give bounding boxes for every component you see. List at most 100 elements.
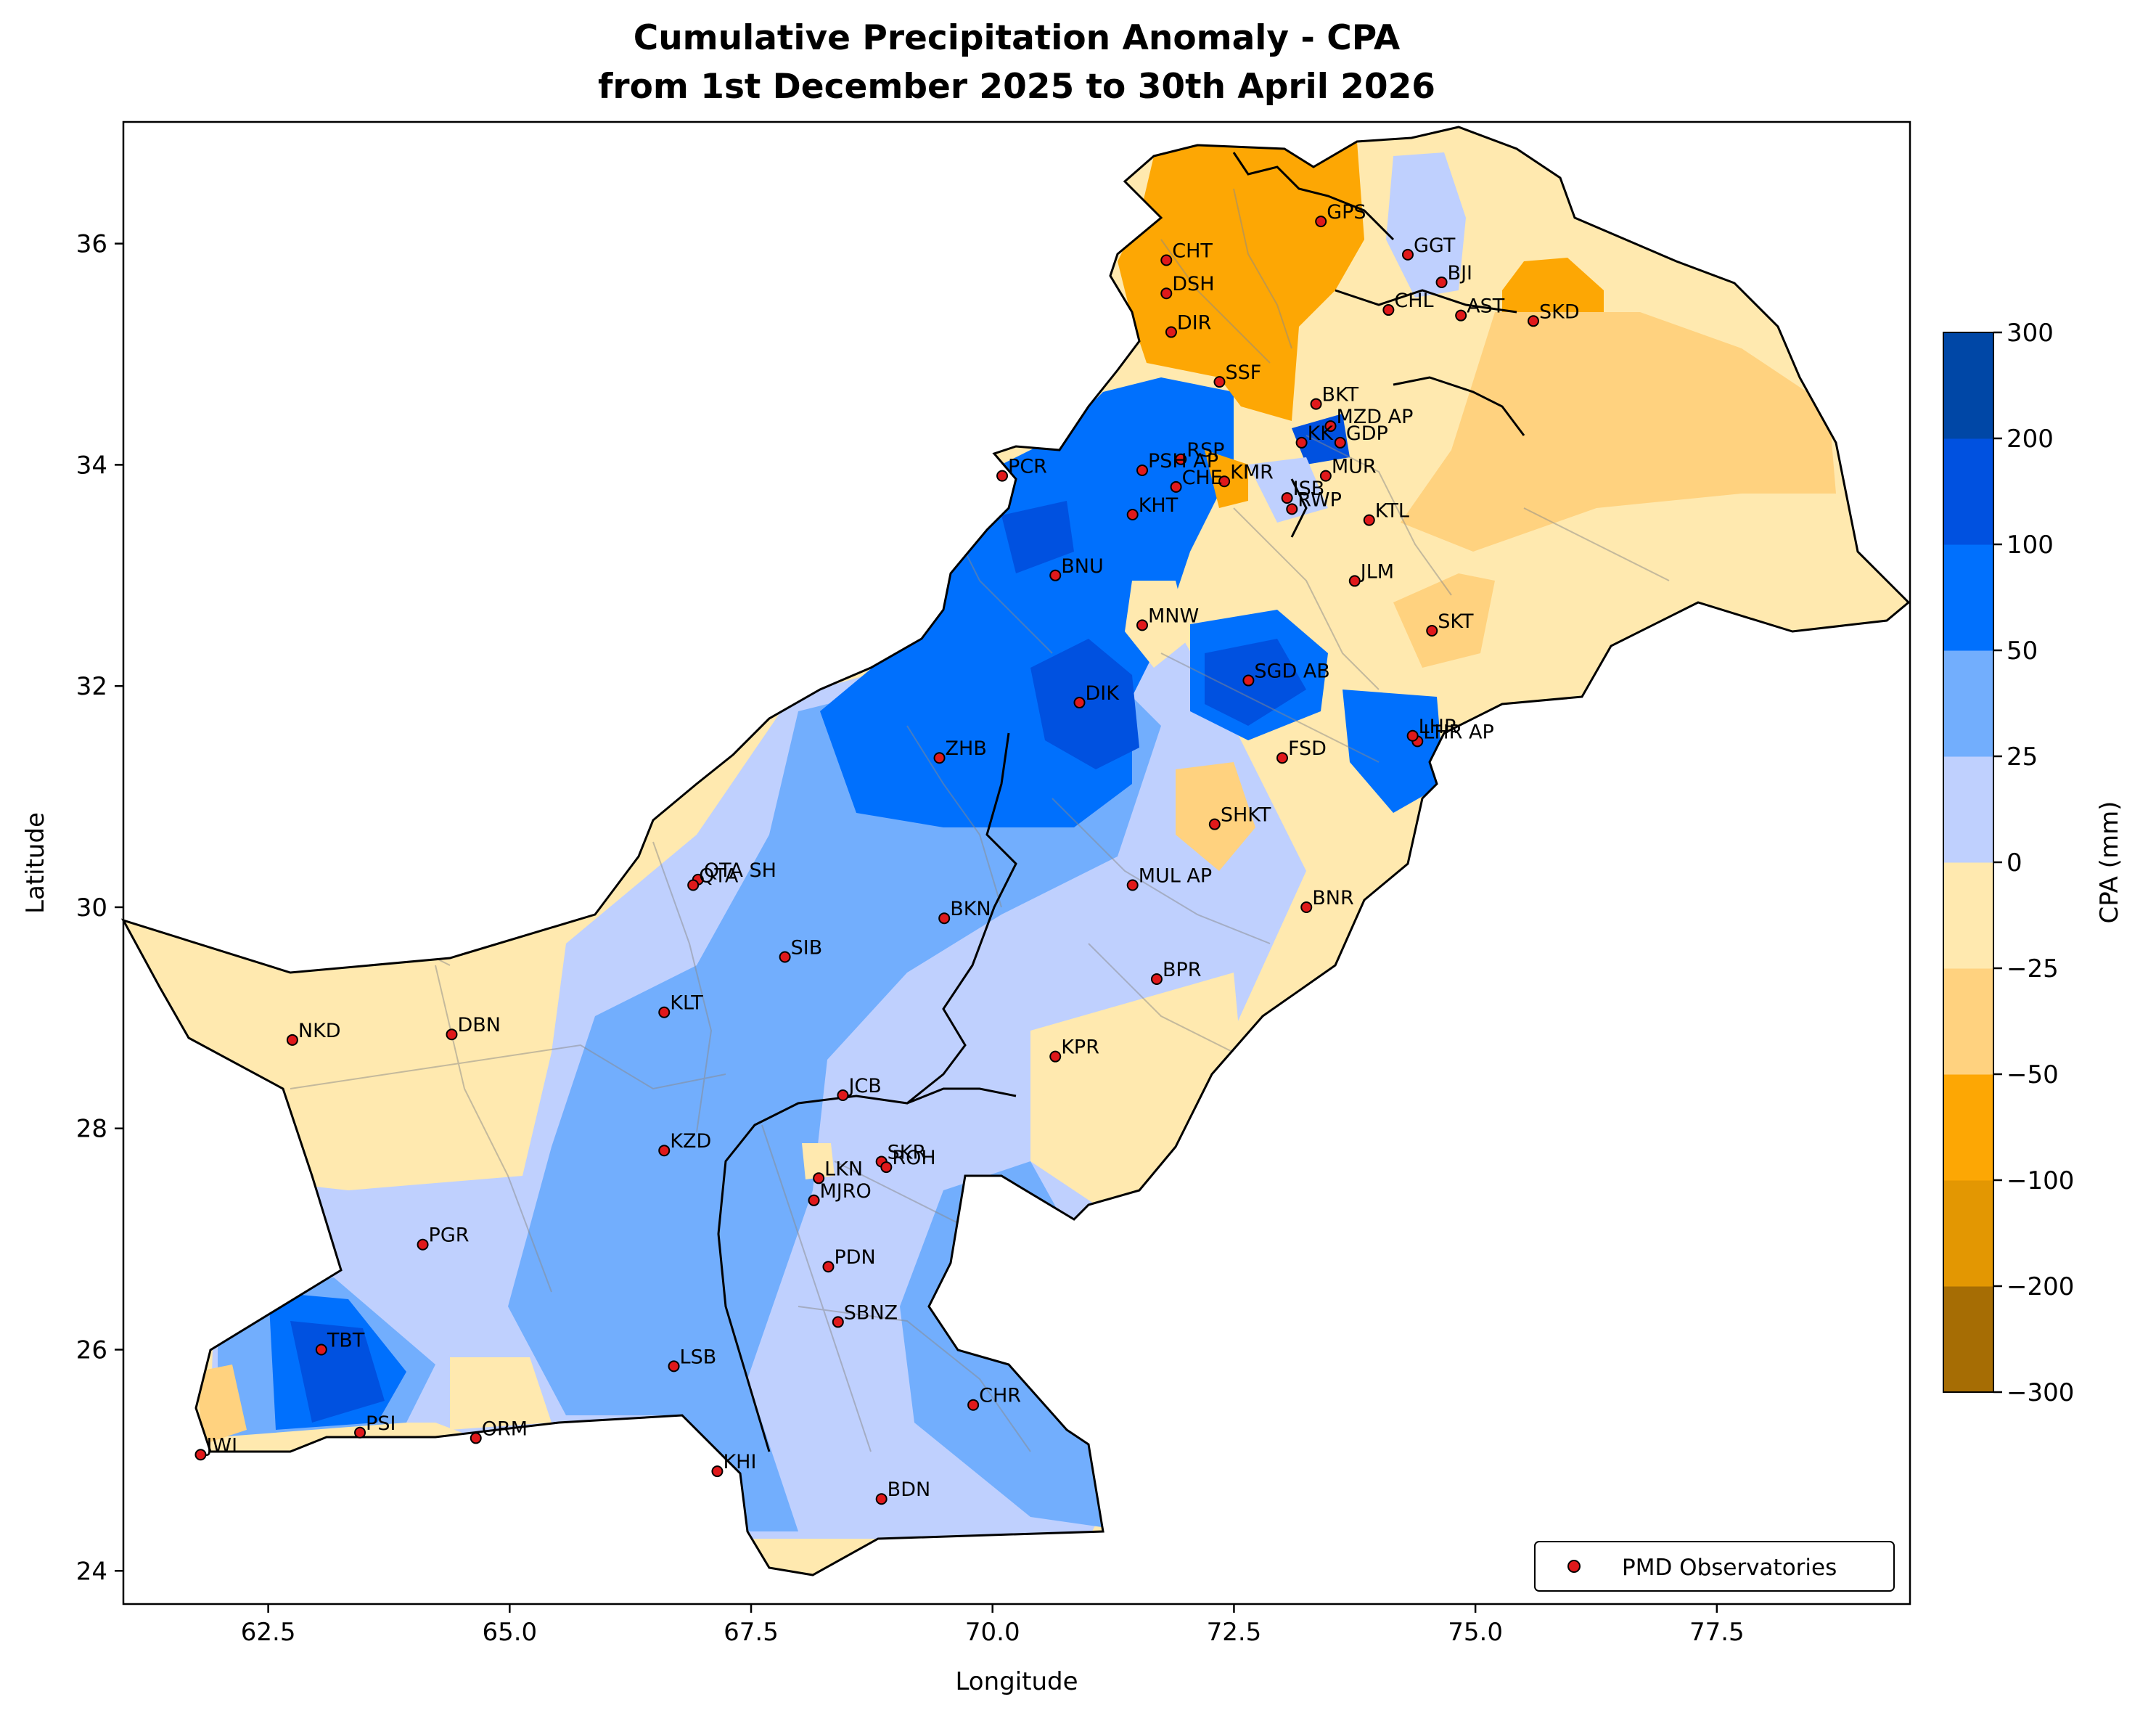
colorbar-band bbox=[1943, 438, 1993, 545]
station-label: JLM bbox=[1359, 560, 1394, 583]
colorbar-tick-label: 25 bbox=[2007, 742, 2038, 772]
pakistan-border bbox=[120, 126, 1911, 1576]
station-label: TBT bbox=[327, 1330, 365, 1352]
station-label: BNU bbox=[1061, 555, 1103, 578]
station-label: MUL AP bbox=[1139, 864, 1212, 887]
station-label: LHR AP bbox=[1423, 721, 1493, 743]
station-marker bbox=[1334, 436, 1346, 449]
station-label: SKT bbox=[1438, 610, 1474, 633]
legend-label: PMD Observatories bbox=[1622, 1555, 1837, 1581]
station-marker bbox=[1049, 569, 1062, 581]
station-label: QTA bbox=[699, 864, 739, 887]
station-label: MNW bbox=[1148, 605, 1199, 627]
station-marker bbox=[1348, 575, 1361, 587]
colorbar-tick-label: −25 bbox=[2007, 954, 2059, 983]
station-label: SGD AB bbox=[1254, 660, 1329, 683]
y-axis-ticks: 24 26 28 30 32 34 36 bbox=[76, 230, 123, 1586]
station-label: SBNZ bbox=[844, 1301, 898, 1324]
station-label: CHR bbox=[979, 1385, 1021, 1407]
x-tick-label: 70.0 bbox=[965, 1618, 1020, 1647]
y-tick-label: 32 bbox=[76, 672, 107, 701]
colorbar-band bbox=[1943, 1074, 1993, 1181]
station-marker bbox=[1295, 436, 1308, 449]
station-label: GPS bbox=[1327, 201, 1366, 224]
station-marker bbox=[875, 1493, 888, 1505]
colorbar-tick-label: −200 bbox=[2007, 1272, 2074, 1301]
station-label: PSI bbox=[366, 1412, 395, 1435]
station-label: KHI bbox=[723, 1451, 756, 1473]
colorbar-band bbox=[1943, 1286, 1993, 1393]
station-label: SKR bbox=[888, 1141, 927, 1163]
colorbar-tick-label: 200 bbox=[2007, 425, 2054, 454]
station-marker bbox=[808, 1194, 820, 1206]
province-boundaries bbox=[717, 152, 1525, 1452]
colorbar-band bbox=[1943, 650, 1993, 757]
station-label: RSP bbox=[1186, 439, 1224, 462]
station-marker bbox=[1401, 248, 1414, 261]
station-marker bbox=[711, 1465, 724, 1478]
station-marker bbox=[837, 1089, 849, 1102]
colorbar-tick-label: 100 bbox=[2007, 531, 2054, 560]
station-marker bbox=[1455, 309, 1467, 322]
station-marker bbox=[1213, 376, 1226, 388]
station-marker bbox=[286, 1034, 298, 1046]
station-marker bbox=[1150, 973, 1163, 986]
station-label: SSF bbox=[1225, 361, 1261, 384]
station-marker bbox=[1208, 818, 1221, 830]
station-label: DIK bbox=[1086, 682, 1120, 705]
station-marker bbox=[1527, 315, 1539, 327]
x-axis-ticks: 62.5 65.0 67.5 70.0 72.5 75.0 77.5 bbox=[241, 1604, 1745, 1647]
station-label: SHKT bbox=[1221, 804, 1271, 827]
station-marker bbox=[1170, 480, 1182, 493]
station-label: BNR bbox=[1312, 887, 1353, 909]
x-axis-label: Longitude bbox=[955, 1667, 1078, 1696]
station-label: PDN bbox=[834, 1246, 875, 1269]
station-marker bbox=[194, 1449, 207, 1461]
x-tick-label: 62.5 bbox=[241, 1618, 296, 1647]
station-label: KPR bbox=[1061, 1036, 1099, 1059]
station-marker bbox=[996, 470, 1009, 482]
station-marker bbox=[1242, 674, 1255, 687]
station-marker bbox=[1218, 475, 1231, 488]
map-title-line2: from 1st December 2025 to 30th April 202… bbox=[598, 67, 1435, 107]
station-label: BPR bbox=[1163, 959, 1202, 981]
colorbar-tick-label: −300 bbox=[2007, 1378, 2074, 1407]
station-label: PGR bbox=[429, 1224, 470, 1247]
station-label: MJRO bbox=[820, 1180, 872, 1203]
station-marker bbox=[1281, 492, 1293, 504]
station-marker bbox=[1160, 254, 1173, 266]
station-marker bbox=[1073, 697, 1086, 709]
station-marker bbox=[1300, 901, 1313, 913]
station-marker bbox=[1315, 216, 1327, 228]
station-label: QTA SH bbox=[704, 859, 776, 882]
station-marker bbox=[1382, 304, 1395, 316]
colorbar-band bbox=[1943, 1180, 1993, 1287]
station-marker bbox=[1319, 470, 1332, 482]
colorbar-tick-label: 0 bbox=[2007, 848, 2022, 878]
station-marker bbox=[822, 1261, 835, 1273]
colorbar-tick-label: −50 bbox=[2007, 1060, 2059, 1089]
colorbar: −300 −200 −100 −50 −25 0 25 50 100 200 300 CPA (mm… bbox=[1943, 319, 2124, 1407]
station-label: NKD bbox=[298, 1020, 341, 1042]
station-label: ZHB bbox=[946, 737, 987, 760]
station-marker bbox=[1426, 624, 1438, 637]
station-marker bbox=[1406, 729, 1419, 742]
colorbar-band bbox=[1943, 544, 1993, 651]
station-marker bbox=[687, 879, 700, 891]
station-label: DBN bbox=[457, 1014, 501, 1036]
y-tick-label: 24 bbox=[76, 1557, 107, 1586]
colorbar-band bbox=[1943, 862, 1993, 969]
station-marker bbox=[1136, 465, 1149, 477]
station-label: KHT bbox=[1139, 494, 1179, 517]
station-marker bbox=[880, 1161, 893, 1174]
x-tick-label: 75.0 bbox=[1448, 1618, 1503, 1647]
station-marker bbox=[1276, 752, 1288, 764]
station-marker bbox=[354, 1426, 366, 1439]
station-label: BDN bbox=[888, 1478, 931, 1501]
colorbar-band bbox=[1943, 332, 1993, 439]
station-marker bbox=[1324, 420, 1337, 433]
station-label: MZD AP bbox=[1337, 406, 1414, 428]
station-label: ISB bbox=[1293, 478, 1325, 500]
station-label: KZD bbox=[670, 1130, 711, 1153]
